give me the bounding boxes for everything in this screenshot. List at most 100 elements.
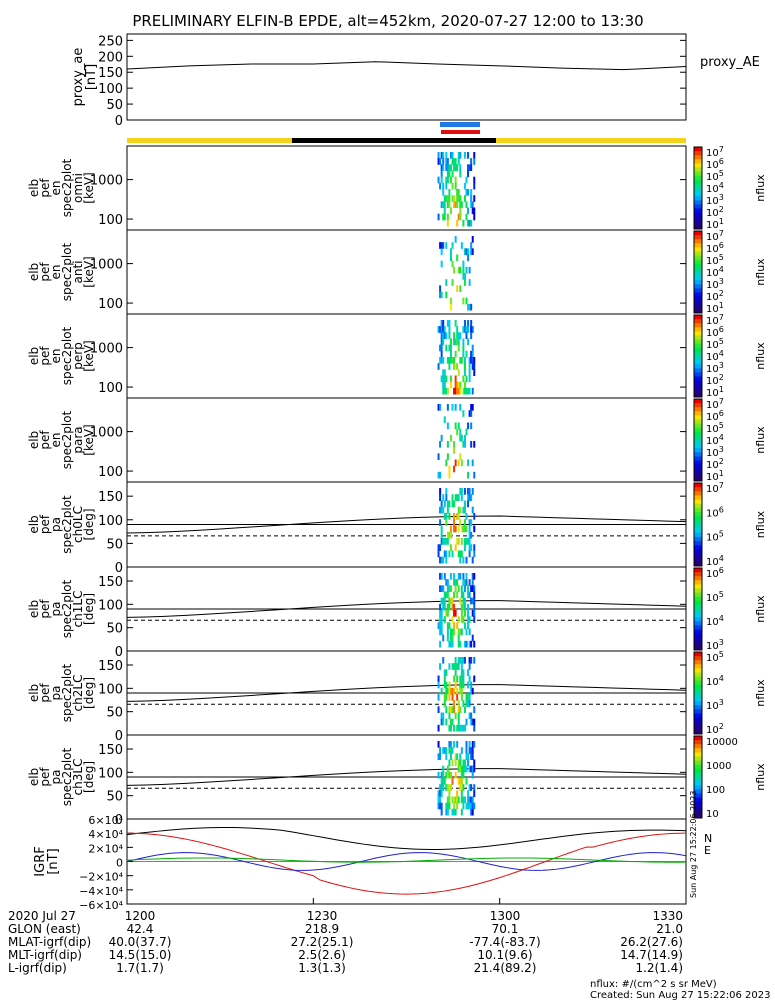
spectrogram-cell bbox=[453, 802, 456, 810]
spectrogram-cell bbox=[453, 622, 456, 629]
axis-label: pef bbox=[38, 430, 52, 450]
spectrogram-cell bbox=[439, 242, 442, 249]
spectrogram-cell bbox=[443, 681, 446, 689]
spectrogram-cell bbox=[462, 669, 465, 676]
spectrogram-cell bbox=[440, 610, 443, 617]
spectrogram-cell bbox=[453, 663, 456, 670]
spectrogram-cell bbox=[440, 790, 443, 797]
spectrogram-cell bbox=[443, 700, 446, 707]
spectrogram-cell bbox=[456, 724, 459, 732]
spectrogram-cell bbox=[468, 363, 471, 370]
colorbar-frame bbox=[693, 146, 703, 230]
spectrogram-cell bbox=[465, 189, 468, 196]
ephemeris-value: 1330 bbox=[652, 909, 683, 923]
spectrogram-cell bbox=[439, 585, 442, 592]
spectrogram-cell bbox=[454, 164, 457, 171]
colorbar-tick-label: 102 bbox=[706, 722, 724, 736]
colorbar-swatch bbox=[694, 323, 702, 328]
spectrogram-cell bbox=[440, 201, 443, 208]
spectrogram-cell bbox=[471, 236, 474, 243]
spectrogram-cell bbox=[449, 573, 452, 580]
spectrogram-cell bbox=[465, 326, 468, 333]
colorbar-swatch bbox=[694, 487, 702, 492]
spectrogram-cell bbox=[467, 700, 470, 707]
spectrogram-cell bbox=[442, 771, 445, 779]
spectrogram-cell bbox=[437, 550, 440, 558]
spectrogram-cell bbox=[460, 675, 463, 683]
loss-cone-curve bbox=[126, 600, 687, 618]
spectrogram-cell bbox=[449, 784, 452, 791]
spectrogram-cell bbox=[454, 381, 457, 389]
colorbar-swatch bbox=[694, 388, 702, 394]
spectrogram-cell bbox=[465, 201, 468, 208]
spectrogram-cell bbox=[470, 320, 473, 327]
spectrogram-cell bbox=[470, 687, 473, 695]
colorbar-swatch bbox=[694, 347, 702, 353]
loss-cone-curve bbox=[126, 684, 687, 702]
colorbar-label: nflux bbox=[754, 763, 767, 791]
spectrogram-cell bbox=[445, 538, 448, 545]
spectrogram-cell bbox=[468, 375, 471, 383]
colorbar-swatch bbox=[694, 713, 702, 718]
spectrogram-cell bbox=[463, 441, 466, 448]
spectrogram-cell bbox=[470, 189, 473, 196]
spectrogram-cell bbox=[451, 694, 454, 701]
spectrogram-cell bbox=[462, 765, 465, 773]
colorbar-tick-label: 101 bbox=[706, 385, 724, 399]
spectrogram-cell bbox=[473, 158, 476, 165]
colorbar-tick-label: 107 bbox=[706, 313, 724, 327]
spectrogram-cell bbox=[451, 747, 454, 754]
colorbar-label: nflux bbox=[754, 342, 767, 370]
spectrogram-cell bbox=[442, 326, 445, 333]
axis-label: [keV] bbox=[82, 256, 96, 287]
spectrogram-cell bbox=[451, 279, 454, 286]
spectrogram-cell bbox=[448, 344, 451, 352]
spectrogram-cell bbox=[470, 802, 473, 810]
spectrogram-cell bbox=[457, 344, 460, 352]
spectrogram-cell bbox=[457, 195, 460, 202]
spectrogram-cell bbox=[459, 628, 462, 636]
spectrogram-cell bbox=[465, 640, 468, 648]
spectrogram-cell bbox=[446, 219, 449, 227]
spectrogram-cell bbox=[445, 488, 448, 495]
spectrogram-cell bbox=[467, 170, 470, 178]
spectrogram-cell bbox=[459, 381, 462, 389]
spectrogram-cell bbox=[468, 616, 471, 623]
spectrogram-cell bbox=[440, 338, 443, 346]
ytick-label: 100 bbox=[98, 82, 123, 97]
colorbar-swatch bbox=[694, 516, 702, 521]
spectrogram-cell bbox=[446, 634, 449, 642]
ytick-label: 1000 bbox=[90, 426, 123, 441]
spectrogram-cell bbox=[457, 550, 460, 558]
spectrogram-cell bbox=[448, 759, 451, 767]
spectrogram-cell bbox=[463, 724, 466, 732]
colorbar-label: nflux bbox=[754, 510, 767, 538]
ytick-label: 50 bbox=[106, 537, 123, 552]
spectrogram-cell bbox=[465, 747, 468, 754]
spectrogram-cell bbox=[463, 622, 466, 629]
colorbar-swatch bbox=[694, 224, 702, 230]
colorbar-swatch bbox=[694, 167, 702, 172]
axis-label: pef bbox=[38, 767, 52, 787]
spectrogram-cell bbox=[446, 765, 449, 773]
spectrogram-cell bbox=[448, 741, 451, 748]
spectrogram-cell bbox=[471, 248, 474, 255]
spectrogram-cell bbox=[437, 706, 440, 713]
spectrogram-cell bbox=[460, 669, 463, 676]
spectrogram-cell bbox=[465, 628, 468, 636]
spectrogram-cell bbox=[456, 332, 459, 339]
spectrogram-cell bbox=[471, 741, 474, 748]
spectrogram-cell bbox=[442, 657, 445, 664]
spectrogram-cell bbox=[453, 387, 456, 395]
spectrogram-cell bbox=[468, 579, 471, 586]
axis-label: spec2plot bbox=[60, 747, 74, 806]
colorbar-swatch bbox=[694, 276, 702, 281]
spectrogram-cell bbox=[448, 603, 451, 611]
spectrogram-cell bbox=[467, 694, 470, 701]
colorbar-swatch bbox=[694, 147, 702, 152]
axis-label: ch1LC bbox=[71, 591, 85, 628]
spectrogram-cell bbox=[437, 404, 440, 411]
colorbar-tick-label: 104 bbox=[706, 554, 724, 568]
legend-label: E bbox=[704, 844, 711, 857]
axis-label: en bbox=[49, 265, 63, 280]
